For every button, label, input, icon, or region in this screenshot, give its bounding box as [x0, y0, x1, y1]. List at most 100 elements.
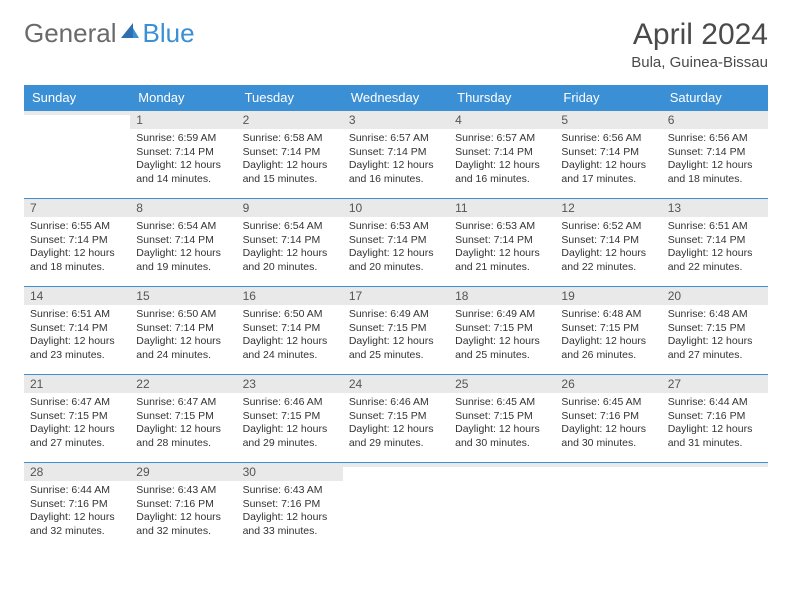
day-detail-line: Daylight: 12 hours and 30 minutes. [561, 423, 655, 450]
calendar-day-cell: 30Sunrise: 6:43 AMSunset: 7:16 PMDayligh… [237, 463, 343, 551]
day-detail-line: Sunrise: 6:57 AM [455, 132, 549, 146]
day-detail-line: Daylight: 12 hours and 28 minutes. [136, 423, 230, 450]
calendar-week-row: 14Sunrise: 6:51 AMSunset: 7:14 PMDayligh… [24, 287, 768, 375]
day-number: 1 [130, 111, 236, 129]
day-detail-line: Sunset: 7:16 PM [561, 410, 655, 424]
day-number: 29 [130, 463, 236, 481]
day-details: Sunrise: 6:48 AMSunset: 7:15 PMDaylight:… [555, 305, 661, 368]
day-details: Sunrise: 6:43 AMSunset: 7:16 PMDaylight:… [237, 481, 343, 544]
day-number [24, 111, 130, 115]
day-detail-line: Sunset: 7:14 PM [30, 234, 124, 248]
day-detail-line: Daylight: 12 hours and 16 minutes. [455, 159, 549, 186]
calendar-day-cell: 12Sunrise: 6:52 AMSunset: 7:14 PMDayligh… [555, 199, 661, 287]
day-detail-line: Daylight: 12 hours and 25 minutes. [349, 335, 443, 362]
calendar-day-cell: 23Sunrise: 6:46 AMSunset: 7:15 PMDayligh… [237, 375, 343, 463]
day-detail-line: Daylight: 12 hours and 30 minutes. [455, 423, 549, 450]
day-details: Sunrise: 6:57 AMSunset: 7:14 PMDaylight:… [449, 129, 555, 192]
calendar-table: Sunday Monday Tuesday Wednesday Thursday… [24, 85, 768, 551]
day-detail-line: Sunset: 7:14 PM [668, 146, 762, 160]
day-details: Sunrise: 6:57 AMSunset: 7:14 PMDaylight:… [343, 129, 449, 192]
calendar-day-cell: 16Sunrise: 6:50 AMSunset: 7:14 PMDayligh… [237, 287, 343, 375]
day-details: Sunrise: 6:49 AMSunset: 7:15 PMDaylight:… [449, 305, 555, 368]
calendar-day-cell: 3Sunrise: 6:57 AMSunset: 7:14 PMDaylight… [343, 111, 449, 199]
day-detail-line: Sunset: 7:15 PM [668, 322, 762, 336]
weekday-header: Wednesday [343, 85, 449, 111]
logo-sail-icon [119, 18, 141, 49]
day-number: 4 [449, 111, 555, 129]
day-details: Sunrise: 6:47 AMSunset: 7:15 PMDaylight:… [24, 393, 130, 456]
day-detail-line: Sunrise: 6:49 AM [349, 308, 443, 322]
calendar-day-cell: 6Sunrise: 6:56 AMSunset: 7:14 PMDaylight… [662, 111, 768, 199]
logo-text-blue: Blue [143, 18, 195, 49]
day-number: 17 [343, 287, 449, 305]
day-number: 16 [237, 287, 343, 305]
weekday-header: Saturday [662, 85, 768, 111]
day-detail-line: Sunrise: 6:46 AM [349, 396, 443, 410]
day-detail-line: Sunrise: 6:45 AM [455, 396, 549, 410]
calendar-day-cell: 5Sunrise: 6:56 AMSunset: 7:14 PMDaylight… [555, 111, 661, 199]
day-detail-line: Sunrise: 6:47 AM [30, 396, 124, 410]
day-details: Sunrise: 6:47 AMSunset: 7:15 PMDaylight:… [130, 393, 236, 456]
day-detail-line: Sunrise: 6:53 AM [349, 220, 443, 234]
day-detail-line: Sunrise: 6:49 AM [455, 308, 549, 322]
day-detail-line: Sunset: 7:15 PM [455, 322, 549, 336]
day-number: 9 [237, 199, 343, 217]
calendar-day-cell: 13Sunrise: 6:51 AMSunset: 7:14 PMDayligh… [662, 199, 768, 287]
calendar-day-cell: 19Sunrise: 6:48 AMSunset: 7:15 PMDayligh… [555, 287, 661, 375]
day-details: Sunrise: 6:50 AMSunset: 7:14 PMDaylight:… [130, 305, 236, 368]
day-detail-line: Daylight: 12 hours and 18 minutes. [668, 159, 762, 186]
day-detail-line: Sunset: 7:16 PM [243, 498, 337, 512]
weekday-header: Friday [555, 85, 661, 111]
day-detail-line: Sunset: 7:14 PM [561, 234, 655, 248]
day-number: 12 [555, 199, 661, 217]
calendar-day-cell: 25Sunrise: 6:45 AMSunset: 7:15 PMDayligh… [449, 375, 555, 463]
day-detail-line: Sunset: 7:14 PM [136, 234, 230, 248]
day-detail-line: Sunrise: 6:56 AM [668, 132, 762, 146]
weekday-header: Monday [130, 85, 236, 111]
day-detail-line: Sunset: 7:14 PM [455, 146, 549, 160]
logo-text-general: General [24, 18, 117, 49]
day-detail-line: Daylight: 12 hours and 29 minutes. [243, 423, 337, 450]
day-number [555, 463, 661, 467]
day-detail-line: Sunrise: 6:52 AM [561, 220, 655, 234]
weekday-header: Sunday [24, 85, 130, 111]
day-detail-line: Daylight: 12 hours and 26 minutes. [561, 335, 655, 362]
day-detail-line: Sunrise: 6:45 AM [561, 396, 655, 410]
weekday-header: Thursday [449, 85, 555, 111]
day-detail-line: Sunset: 7:14 PM [349, 146, 443, 160]
calendar-day-cell: 21Sunrise: 6:47 AMSunset: 7:15 PMDayligh… [24, 375, 130, 463]
day-number: 26 [555, 375, 661, 393]
location-label: Bula, Guinea-Bissau [631, 54, 768, 71]
weekday-header-row: Sunday Monday Tuesday Wednesday Thursday… [24, 85, 768, 111]
calendar-week-row: 21Sunrise: 6:47 AMSunset: 7:15 PMDayligh… [24, 375, 768, 463]
day-detail-line: Daylight: 12 hours and 20 minutes. [243, 247, 337, 274]
day-detail-line: Sunrise: 6:47 AM [136, 396, 230, 410]
calendar-day-cell: 22Sunrise: 6:47 AMSunset: 7:15 PMDayligh… [130, 375, 236, 463]
day-details: Sunrise: 6:58 AMSunset: 7:14 PMDaylight:… [237, 129, 343, 192]
calendar-page: General Blue April 2024 Bula, Guinea-Bis… [0, 0, 792, 569]
day-detail-line: Sunset: 7:14 PM [349, 234, 443, 248]
day-detail-line: Daylight: 12 hours and 29 minutes. [349, 423, 443, 450]
day-detail-line: Sunset: 7:15 PM [349, 410, 443, 424]
day-number: 23 [237, 375, 343, 393]
weekday-header: Tuesday [237, 85, 343, 111]
day-details: Sunrise: 6:43 AMSunset: 7:16 PMDaylight:… [130, 481, 236, 544]
day-detail-line: Daylight: 12 hours and 20 minutes. [349, 247, 443, 274]
day-detail-line: Sunrise: 6:43 AM [136, 484, 230, 498]
day-detail-line: Sunrise: 6:55 AM [30, 220, 124, 234]
page-header: General Blue April 2024 Bula, Guinea-Bis… [24, 18, 768, 71]
calendar-day-cell: 15Sunrise: 6:50 AMSunset: 7:14 PMDayligh… [130, 287, 236, 375]
day-detail-line: Sunrise: 6:56 AM [561, 132, 655, 146]
day-detail-line: Daylight: 12 hours and 27 minutes. [668, 335, 762, 362]
calendar-day-cell: 4Sunrise: 6:57 AMSunset: 7:14 PMDaylight… [449, 111, 555, 199]
calendar-day-cell [555, 463, 661, 551]
day-details: Sunrise: 6:51 AMSunset: 7:14 PMDaylight:… [662, 217, 768, 280]
calendar-day-cell: 10Sunrise: 6:53 AMSunset: 7:14 PMDayligh… [343, 199, 449, 287]
day-detail-line: Sunrise: 6:48 AM [668, 308, 762, 322]
day-number: 21 [24, 375, 130, 393]
day-detail-line: Daylight: 12 hours and 19 minutes. [136, 247, 230, 274]
day-detail-line: Daylight: 12 hours and 24 minutes. [243, 335, 337, 362]
title-block: April 2024 Bula, Guinea-Bissau [631, 18, 768, 71]
calendar-day-cell: 24Sunrise: 6:46 AMSunset: 7:15 PMDayligh… [343, 375, 449, 463]
day-details: Sunrise: 6:52 AMSunset: 7:14 PMDaylight:… [555, 217, 661, 280]
